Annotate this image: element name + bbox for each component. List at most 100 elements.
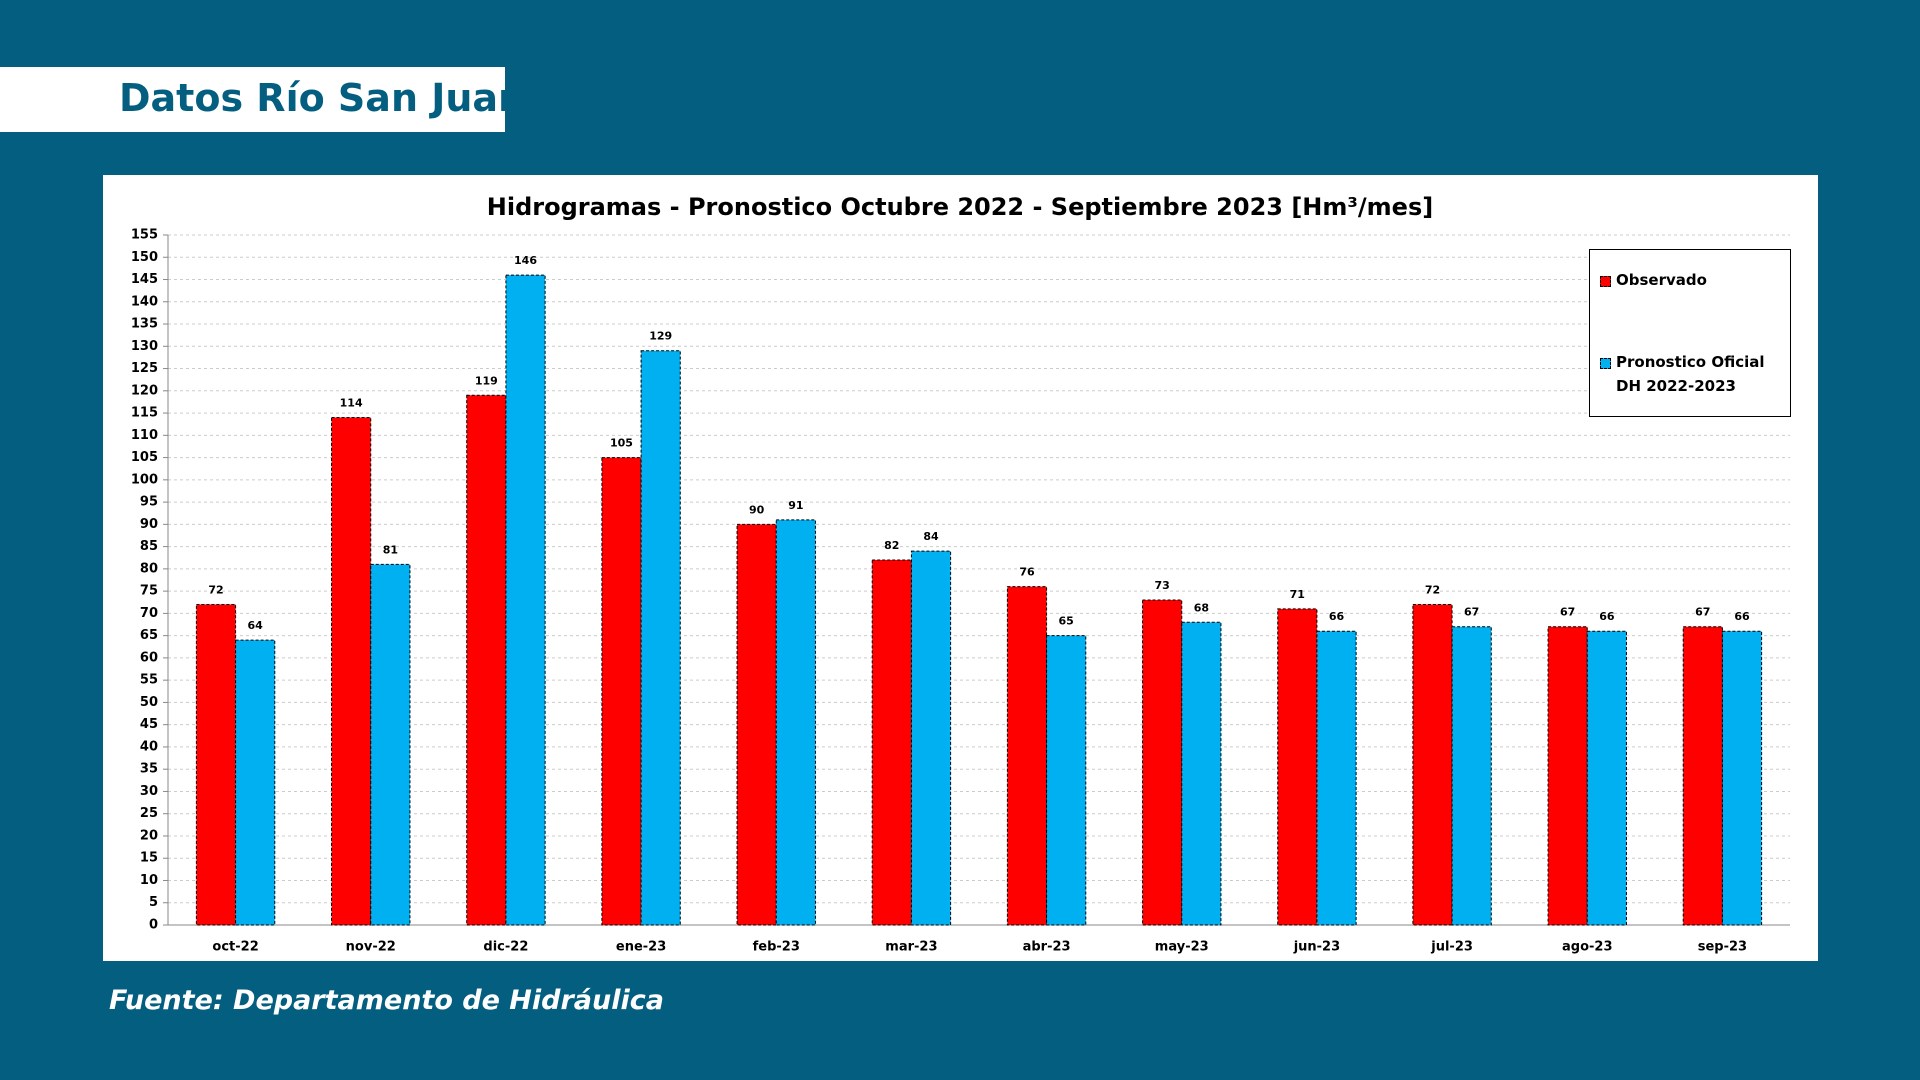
- bar: [640, 350, 681, 926]
- bar: [775, 519, 816, 926]
- y-tick-label: 5: [149, 895, 158, 910]
- bar: [871, 559, 912, 926]
- bar: [1547, 626, 1588, 926]
- y-tick-label: 30: [140, 784, 158, 799]
- bar: [1142, 599, 1183, 926]
- value-label: 76: [1019, 566, 1035, 579]
- value-label: 82: [884, 539, 899, 552]
- y-tick-label: 90: [140, 517, 158, 532]
- x-tick-label: ene-23: [616, 940, 666, 955]
- y-tick-label: 10: [140, 873, 158, 888]
- bar: [1006, 586, 1048, 926]
- y-tick-label: 15: [140, 851, 158, 866]
- chart-title: Hidrogramas - Pronostico Octubre 2022 - …: [487, 193, 1433, 221]
- value-label: 71: [1290, 588, 1305, 601]
- value-label: 73: [1154, 579, 1169, 592]
- value-label: 66: [1329, 610, 1345, 623]
- bar: [736, 523, 777, 926]
- x-tick-label: ago-23: [1562, 940, 1613, 955]
- header: Datos Río San Juan: [0, 67, 525, 132]
- y-tick-label: 140: [131, 294, 158, 309]
- y-tick-label: 125: [131, 361, 158, 376]
- legend-label: Observado: [1616, 271, 1707, 289]
- chart-panel: Hidrogramas - Pronostico Octubre 2022 - …: [103, 175, 1818, 961]
- y-tick-label: 80: [140, 561, 158, 576]
- value-label: 68: [1194, 601, 1209, 614]
- y-tick-label: 20: [140, 828, 158, 843]
- y-tick-label: 155: [131, 228, 158, 243]
- value-label: 91: [788, 499, 803, 512]
- y-tick-label: 40: [140, 739, 158, 754]
- y-tick-label: 55: [140, 673, 158, 688]
- y-tick-label: 105: [131, 450, 158, 465]
- legend-swatch: [1600, 276, 1611, 287]
- value-label: 67: [1560, 606, 1575, 619]
- legend-item: Pronostico Oficial DH 2022-2023: [1600, 350, 1786, 398]
- chart: Hidrogramas - Pronostico Octubre 2022 - …: [131, 193, 1790, 955]
- bar: [466, 394, 507, 926]
- bar: [1181, 621, 1222, 926]
- x-tick-label: dic-22: [483, 940, 528, 955]
- y-tick-label: 135: [131, 317, 158, 332]
- bar: [331, 417, 372, 926]
- legend: Observado Pronostico Oficial DH 2022-2023: [1589, 249, 1791, 417]
- value-label: 129: [649, 330, 672, 343]
- bar: [1277, 608, 1318, 926]
- x-tick-label: oct-22: [212, 940, 258, 955]
- value-label: 90: [749, 503, 765, 516]
- y-tick-label: 0: [149, 918, 158, 933]
- value-label: 81: [383, 543, 398, 556]
- bar: [910, 550, 952, 926]
- y-tick-label: 45: [140, 717, 158, 732]
- legend-label: Pronostico Oficial DH 2022-2023: [1616, 353, 1765, 395]
- x-tick-label: nov-22: [346, 940, 396, 955]
- x-tick-label: may-23: [1155, 940, 1209, 955]
- y-tick-label: 115: [131, 406, 158, 421]
- value-label: 105: [610, 437, 633, 450]
- x-tick-label: jul-23: [1430, 940, 1473, 955]
- value-label: 119: [475, 374, 498, 387]
- value-label: 72: [208, 583, 223, 596]
- y-tick-label: 100: [131, 472, 158, 487]
- bar: [601, 457, 642, 926]
- header-title: Datos Río San Juan: [119, 76, 526, 120]
- bar: [1412, 603, 1453, 926]
- bar: [1451, 626, 1492, 926]
- value-label: 66: [1599, 610, 1615, 623]
- bar: [505, 274, 546, 926]
- y-tick-label: 50: [140, 695, 158, 710]
- bar: [1316, 630, 1357, 926]
- value-label: 72: [1425, 583, 1440, 596]
- value-label: 67: [1464, 606, 1479, 619]
- bar: [235, 639, 276, 926]
- bar: [195, 603, 237, 926]
- y-tick-label: 25: [140, 806, 158, 821]
- value-label: 114: [340, 397, 363, 410]
- y-tick-label: 95: [140, 495, 158, 510]
- y-tick-label: 120: [131, 383, 158, 398]
- y-tick-label: 145: [131, 272, 158, 287]
- value-label: 65: [1059, 615, 1074, 628]
- legend-item: Observado: [1600, 268, 1786, 292]
- y-tick-label: 75: [140, 584, 158, 599]
- y-tick-label: 130: [131, 339, 158, 354]
- x-tick-label: feb-23: [753, 940, 800, 955]
- y-tick-label: 65: [140, 628, 158, 643]
- bar: [1586, 630, 1627, 926]
- y-tick-label: 110: [131, 428, 158, 443]
- y-tick-label: 85: [140, 539, 158, 554]
- x-tick-label: sep-23: [1698, 940, 1747, 955]
- source-note: Fuente: Departamento de Hidráulica: [109, 985, 664, 1016]
- value-label: 84: [923, 530, 939, 543]
- y-tick-label: 150: [131, 250, 158, 265]
- x-tick-label: mar-23: [885, 940, 937, 955]
- bar: [1721, 630, 1763, 926]
- value-label: 66: [1734, 610, 1750, 623]
- y-tick-label: 60: [140, 650, 158, 665]
- x-tick-label: jun-23: [1293, 940, 1340, 955]
- legend-swatch: [1600, 358, 1611, 369]
- bar: [1046, 635, 1087, 926]
- value-label: 67: [1695, 606, 1710, 619]
- bar: [370, 563, 411, 926]
